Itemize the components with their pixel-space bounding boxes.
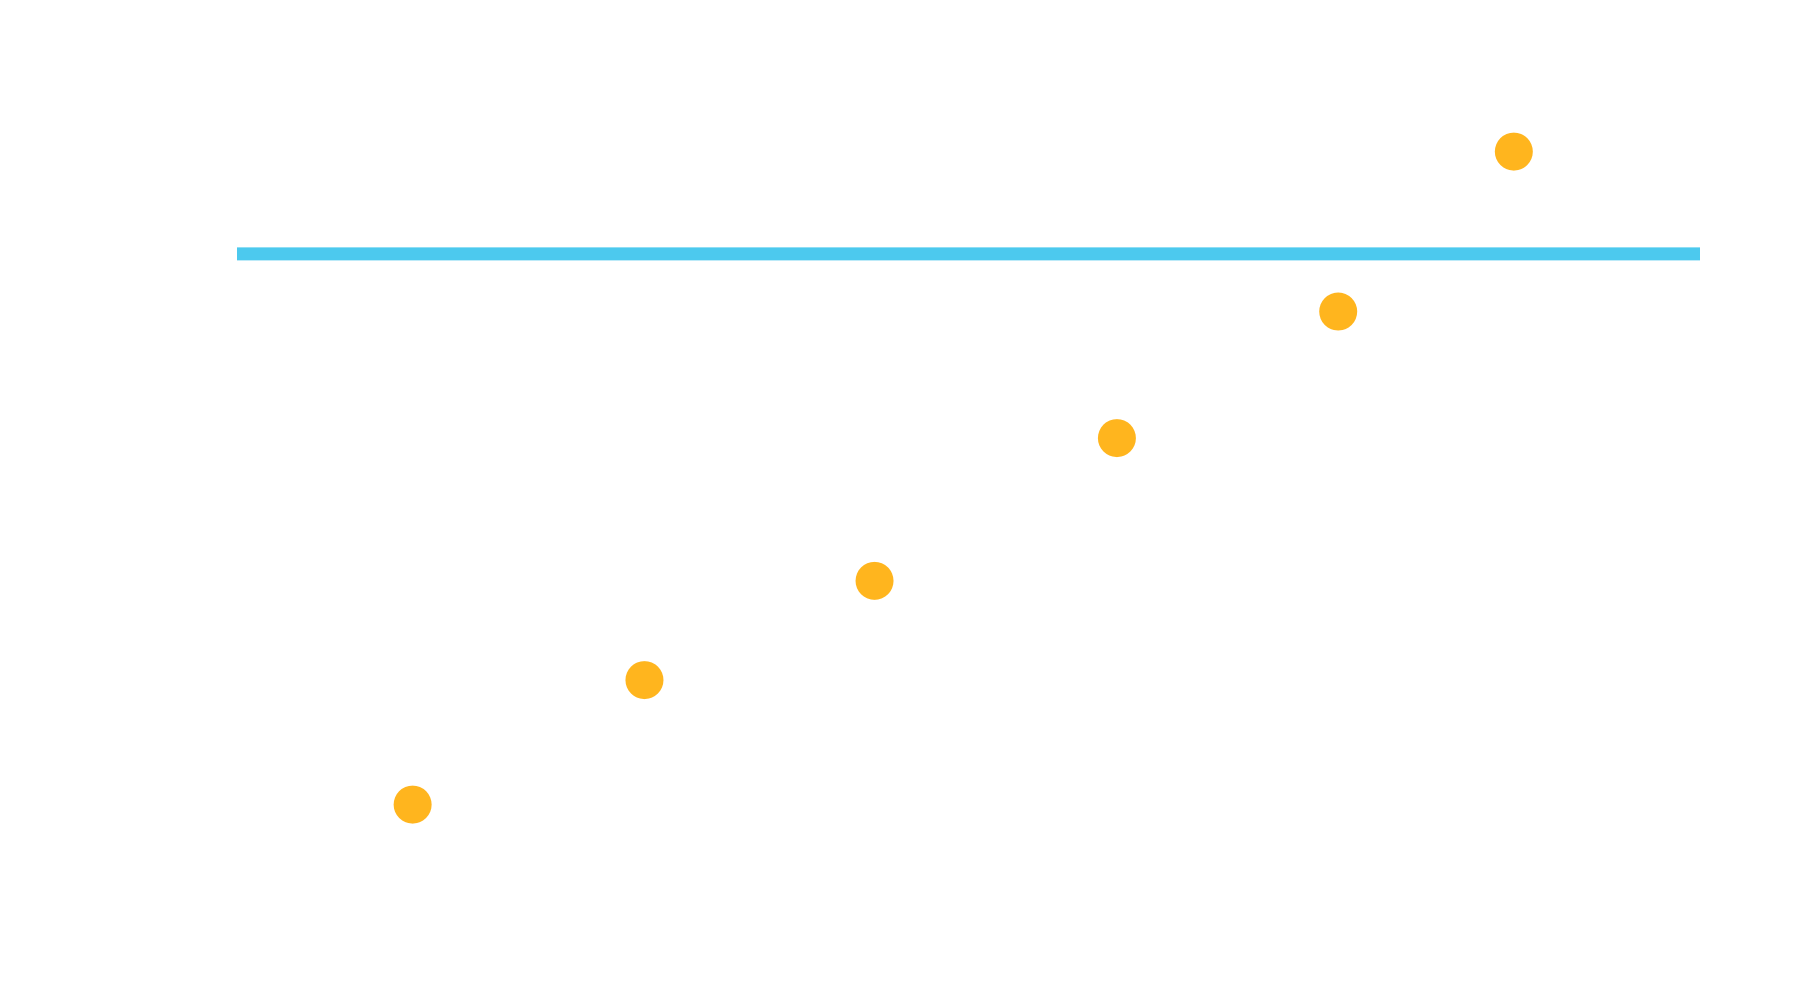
data-point xyxy=(625,661,664,700)
data-point xyxy=(393,785,432,824)
data-point xyxy=(855,561,894,600)
plot-area xyxy=(237,132,1700,824)
data-point xyxy=(1494,132,1533,171)
data-point xyxy=(1097,419,1136,458)
data-point xyxy=(1319,292,1358,331)
